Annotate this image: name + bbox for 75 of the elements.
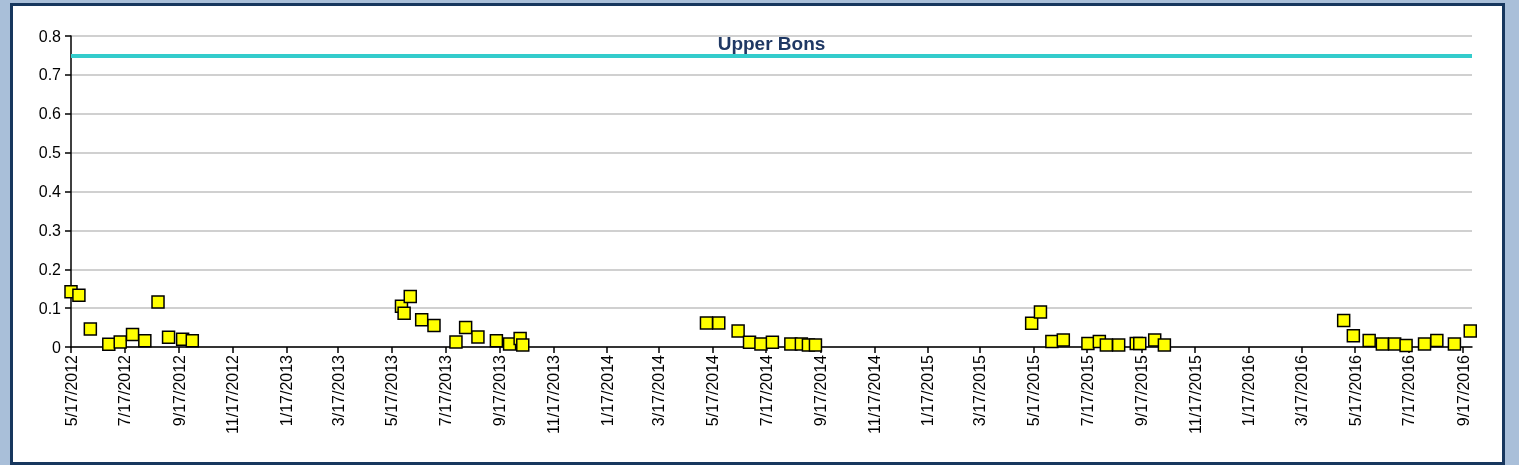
point bbox=[731, 324, 745, 338]
ref-line-label: Upper Bons bbox=[717, 33, 826, 55]
point bbox=[83, 322, 98, 336]
point bbox=[1362, 333, 1376, 348]
x-tick-label: 5/17/2016 bbox=[1346, 354, 1364, 427]
y-tick-label: 0.5 bbox=[38, 144, 62, 162]
x-tick-label: 5/17/2013 bbox=[383, 354, 401, 427]
x-tick-label: 11/17/2015 bbox=[1186, 354, 1204, 434]
x-tick-label: 5/17/2015 bbox=[1024, 354, 1042, 427]
x-tick-label: 3/17/2014 bbox=[650, 354, 668, 427]
point bbox=[712, 316, 726, 330]
point bbox=[449, 335, 463, 349]
x-tick-label: 11/17/2013 bbox=[545, 354, 563, 434]
point bbox=[1430, 333, 1444, 348]
point bbox=[1056, 333, 1071, 347]
point bbox=[458, 320, 473, 335]
x-tick-label: 3/17/2015 bbox=[971, 354, 989, 427]
x-tick-label: 9/17/2016 bbox=[1454, 354, 1472, 427]
x-tick-label: 9/17/2015 bbox=[1133, 354, 1151, 427]
point bbox=[1375, 337, 1390, 351]
point bbox=[427, 318, 441, 333]
point bbox=[1157, 338, 1172, 352]
x-tick-label: 5/17/2012 bbox=[62, 354, 80, 427]
x-tick-label: 9/17/2012 bbox=[170, 354, 188, 427]
point bbox=[1133, 336, 1147, 351]
point bbox=[699, 316, 714, 330]
x-tick-label: 7/17/2015 bbox=[1078, 354, 1096, 427]
x-tick-label: 7/17/2012 bbox=[116, 354, 134, 427]
x-tick-label: 11/17/2012 bbox=[224, 354, 242, 434]
point bbox=[138, 334, 152, 348]
point bbox=[397, 306, 411, 320]
point bbox=[1417, 337, 1432, 351]
x-tick-label: 9/17/2013 bbox=[491, 354, 509, 427]
x-tick-label: 11/17/2014 bbox=[865, 354, 883, 434]
point bbox=[516, 338, 530, 352]
point bbox=[754, 337, 768, 351]
y-tick-label: 0.4 bbox=[38, 183, 62, 200]
point bbox=[161, 330, 176, 345]
point bbox=[765, 335, 780, 350]
point bbox=[403, 289, 418, 304]
point bbox=[471, 330, 485, 344]
point bbox=[1099, 338, 1114, 352]
point bbox=[808, 338, 823, 352]
x-tick-label: 7/17/2014 bbox=[757, 354, 775, 427]
point bbox=[72, 288, 86, 303]
y-tick-label: 0.7 bbox=[38, 66, 62, 84]
x-tick-label: 3/17/2016 bbox=[1292, 354, 1310, 427]
point bbox=[1111, 338, 1126, 352]
x-tick-label: 7/17/2013 bbox=[436, 354, 454, 427]
y-tick-label: 0 bbox=[52, 338, 62, 356]
x-tick-label: 9/17/2014 bbox=[812, 354, 830, 427]
point bbox=[1399, 338, 1413, 353]
x-tick-label: 1/17/2016 bbox=[1240, 354, 1258, 427]
point bbox=[1463, 324, 1477, 338]
point bbox=[113, 335, 127, 349]
point bbox=[1447, 337, 1462, 351]
point bbox=[1336, 313, 1351, 328]
y-tick-label: 0.1 bbox=[38, 299, 62, 317]
y-tick-label: 0.6 bbox=[38, 105, 62, 123]
y-tick-label: 0.2 bbox=[38, 260, 62, 278]
x-tick-label: 1/17/2015 bbox=[919, 354, 937, 427]
x-tick-label: 1/17/2014 bbox=[598, 354, 616, 427]
point bbox=[185, 334, 200, 348]
y-tick-label: 0.8 bbox=[38, 27, 62, 45]
point bbox=[151, 295, 165, 309]
x-tick-label: 5/17/2014 bbox=[704, 354, 722, 427]
point bbox=[1346, 328, 1361, 343]
x-tick-label: 1/17/2013 bbox=[277, 354, 295, 427]
x-tick-label: 3/17/2013 bbox=[329, 354, 347, 427]
point bbox=[125, 327, 140, 342]
y-tick-label: 0.3 bbox=[38, 221, 62, 239]
point bbox=[414, 313, 429, 327]
x-tick-label: 7/17/2016 bbox=[1400, 354, 1418, 427]
point bbox=[1033, 305, 1048, 319]
point bbox=[489, 334, 504, 348]
